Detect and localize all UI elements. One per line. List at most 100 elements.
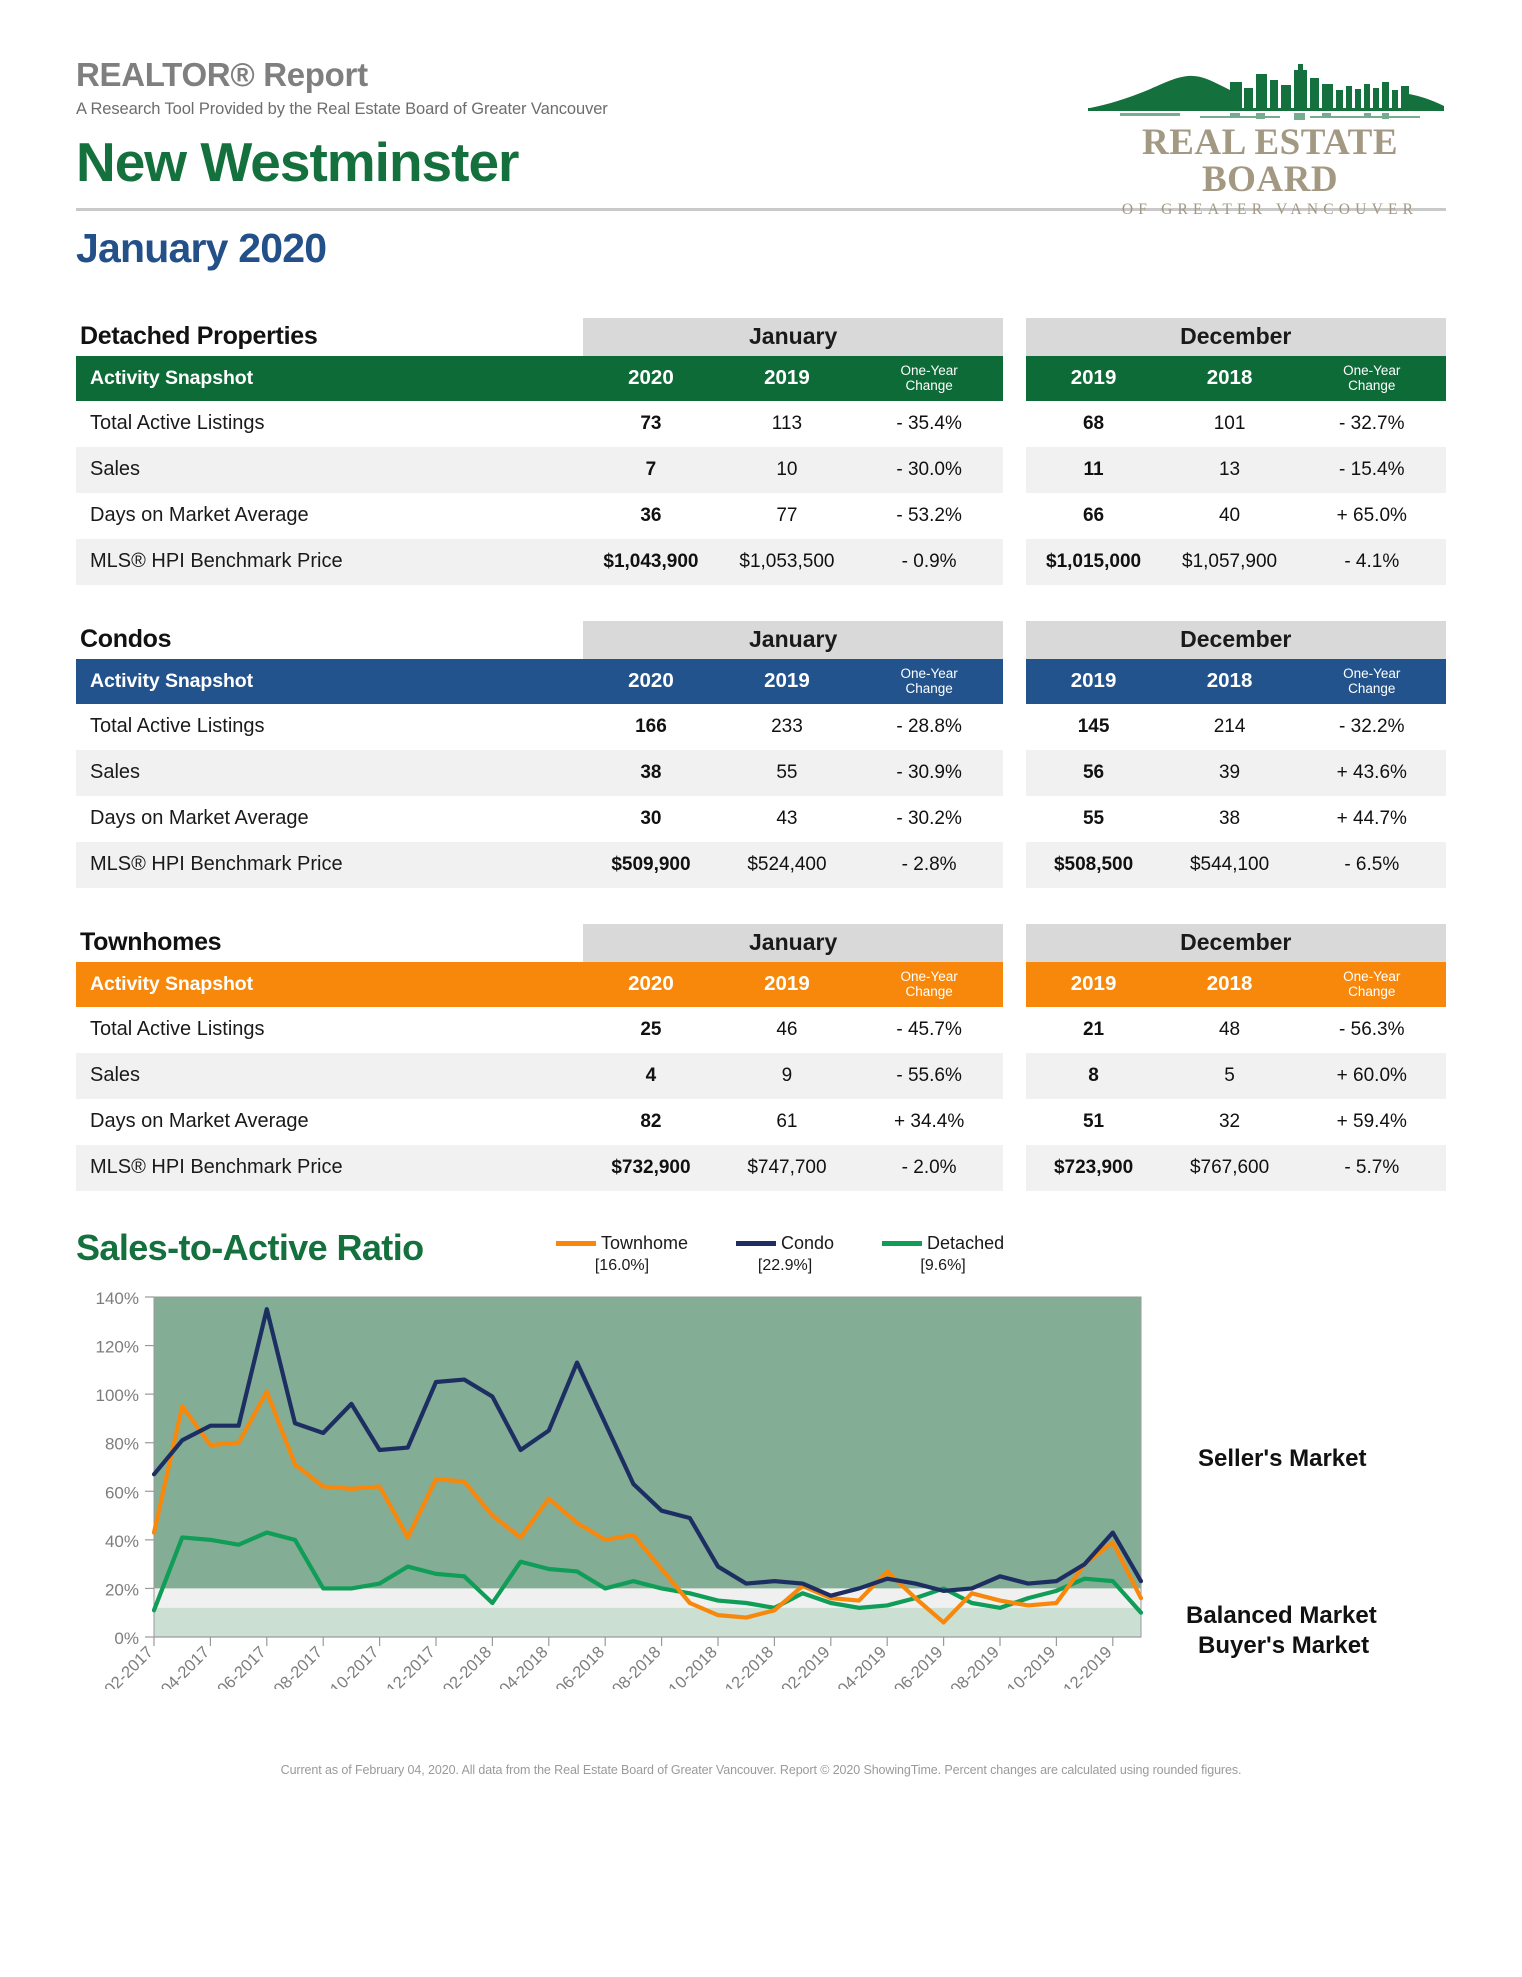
cell-dec-y1: 56	[1025, 749, 1162, 796]
col-header-jan-change: One-Year Change	[854, 961, 1004, 1007]
row-label: Total Active Listings	[90, 1018, 265, 1041]
cell-dec-y1: $1,015,000	[1025, 538, 1162, 585]
x-axis-tick-label: 10-2018	[665, 1643, 721, 1689]
cell-jan-y1: 4	[582, 1052, 719, 1099]
y-axis-tick-label: 140%	[96, 1289, 139, 1308]
x-axis-tick-label: 06-2019	[891, 1643, 947, 1689]
cell-dec-y1: 51	[1082, 1110, 1105, 1132]
cell-dec-change: - 32.2%	[1339, 715, 1405, 737]
vancouver-skyline-icon	[1088, 64, 1444, 120]
cell-dec-change: + 44.7%	[1336, 807, 1407, 829]
month-header-december: December	[1025, 317, 1446, 356]
col-header-dec-y1: 2019	[1025, 355, 1162, 401]
x-axis-tick-label: 08-2018	[609, 1643, 665, 1689]
cell-dec-y1: 55	[1082, 807, 1105, 829]
cell-jan-change: - 30.2%	[896, 807, 962, 829]
cell-dec-y2: 13	[1161, 446, 1298, 493]
cell-dec-change: + 43.6%	[1297, 749, 1446, 796]
cell-dec-y1: 21	[1082, 1018, 1105, 1040]
report-header: REALTOR® Report A Research Tool Provided…	[0, 0, 1522, 218]
row-label: MLS® HPI Benchmark Price	[76, 538, 583, 585]
month-header-december: December	[1025, 620, 1446, 659]
brand-subtitle: A Research Tool Provided by the Real Est…	[76, 99, 608, 118]
cell-dec-change: + 65.0%	[1336, 504, 1407, 526]
header-divider	[76, 207, 1446, 211]
logo-wordmark: REAL ESTATE BOARD	[1141, 122, 1399, 200]
month-header-january: January	[582, 923, 1004, 962]
cell-jan-change: - 2.8%	[854, 841, 1004, 888]
cell-jan-y2: 77	[776, 504, 798, 526]
activity-snapshot-label: Activity Snapshot	[76, 658, 583, 704]
cell-jan-y2: 43	[776, 807, 798, 829]
table-row: Total Active Listings 25 46 - 45.7% 21 48 - 56…	[76, 1006, 1446, 1053]
chart-legend: Townhome [16.0%] Condo [22.9%] Detached [9.6%…	[555, 1227, 1052, 1275]
table-section-title: Condos	[80, 625, 172, 654]
legend-current-value: [22.9%]	[757, 1256, 813, 1274]
cell-jan-change: - 55.6%	[854, 1052, 1004, 1099]
col-header-jan-change: One-Year Change	[854, 658, 1004, 704]
cell-dec-y2: 5	[1161, 1052, 1298, 1099]
x-axis-tick-label: 02-2019	[778, 1643, 834, 1689]
legend-item: Townhome [16.0%]	[555, 1233, 688, 1275]
cell-jan-y1: 38	[582, 749, 719, 796]
col-header-jan-change: One-Year Change	[854, 355, 1004, 401]
table-column-header: Activity Snapshot 2020 2019 One-Year Change 2…	[76, 658, 1446, 704]
column-gap	[1003, 355, 1026, 401]
table-row: Sales 4 9- 55.6% 8 5 + 60.0%	[76, 1052, 1446, 1099]
cell-dec-y2: $544,100	[1161, 841, 1298, 888]
month-header-december: December	[1025, 923, 1446, 962]
col-header-dec-y1: 2019	[1025, 658, 1162, 704]
cell-jan-y1: $732,900	[582, 1144, 719, 1191]
row-label: Days on Market Average	[90, 1110, 309, 1133]
cell-dec-y2: 32	[1218, 1110, 1241, 1132]
x-axis-tick-label: 04-2017	[158, 1643, 214, 1689]
x-axis-tick-label: 08-2017	[270, 1643, 326, 1689]
cell-jan-change: - 45.7%	[896, 1018, 962, 1040]
table-row: MLS® HPI Benchmark Price $509,900 $524,400…	[76, 841, 1446, 888]
x-axis-tick-label: 12-2017	[383, 1643, 439, 1689]
table-column-header: Activity Snapshot 2020 2019 One-Year Change 2…	[76, 355, 1446, 401]
reb-logo: REAL ESTATE BOARD OF GREATER VANCOUVER	[1080, 64, 1460, 219]
cell-dec-change: - 4.1%	[1297, 538, 1446, 585]
chart-line-condo	[151, 1306, 1144, 1598]
legend-label: Detached	[927, 1232, 1005, 1253]
x-axis-tick-label: 04-2018	[496, 1643, 552, 1689]
column-gap	[1003, 538, 1026, 585]
row-label: Days on Market Average	[90, 807, 309, 830]
x-axis-tick-label: 10-2019	[1004, 1643, 1060, 1689]
table-column-header: Activity Snapshot 2020 2019 One-Year Change 2…	[76, 961, 1446, 1007]
col-header-dec-y2: 2018	[1161, 961, 1298, 1007]
cell-jan-y1: 82	[640, 1110, 662, 1132]
legend-current-value: [9.6%]	[920, 1256, 966, 1274]
table-row: MLS® HPI Benchmark Price $1,043,900 $1,053…	[76, 538, 1446, 585]
y-axis-tick-label: 60%	[105, 1483, 139, 1502]
cell-jan-y2: 55	[718, 749, 855, 796]
cell-jan-change: - 28.8%	[896, 715, 962, 737]
chart-band-buyer-s-market	[154, 1607, 1141, 1637]
column-gap	[1003, 795, 1026, 842]
x-axis-tick-label: 10-2017	[327, 1643, 383, 1689]
row-label: MLS® HPI Benchmark Price	[76, 1144, 583, 1191]
sellers-market-label: Seller's Market	[1198, 1444, 1367, 1472]
row-label: Total Active Listings	[90, 715, 265, 738]
cell-dec-y1: $723,900	[1025, 1144, 1162, 1191]
table-section-title: Detached Properties	[80, 322, 318, 351]
cell-jan-y2: 113	[771, 412, 803, 434]
cell-jan-y1: $509,900	[582, 841, 719, 888]
cell-dec-change: + 60.0%	[1297, 1052, 1446, 1099]
chart-svg: 0% 20% 40% 60% 80% 100% 120% 140% 02-2017 04-2017…	[96, 1289, 1144, 1689]
x-axis-tick-label: 12-2018	[722, 1643, 778, 1689]
table-section-title: Townhomes	[80, 928, 222, 957]
cell-dec-y2: 101	[1213, 412, 1246, 434]
cell-jan-y1: 36	[640, 504, 662, 526]
column-gap	[1003, 317, 1026, 356]
cell-jan-y2: 46	[776, 1018, 798, 1040]
y-axis-tick-label: 40%	[105, 1531, 139, 1550]
cell-jan-change: - 2.0%	[854, 1144, 1004, 1191]
brand-title: REALTOR® Report	[76, 56, 368, 93]
cell-jan-y2: 61	[776, 1110, 798, 1132]
cell-dec-y2: $1,057,900	[1161, 538, 1298, 585]
column-gap	[1003, 446, 1026, 493]
legend-swatch-icon	[736, 1240, 776, 1246]
